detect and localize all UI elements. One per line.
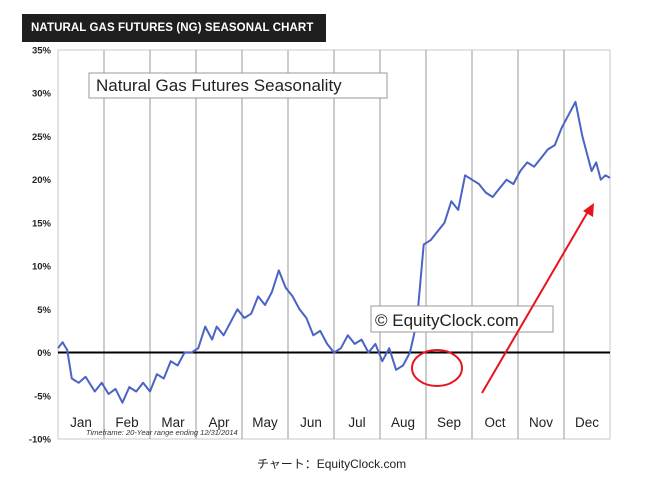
x-tick-label: Sep (437, 415, 461, 430)
seasonality-line (57, 100, 611, 404)
y-tick-label: 0% (37, 348, 51, 359)
x-tick-label: Dec (575, 415, 599, 430)
chart-banner-title: NATURAL GAS FUTURES (NG) SEASONAL CHART (22, 14, 326, 42)
dip-highlight-circle (411, 349, 463, 387)
y-tick-label: 20% (32, 175, 52, 186)
y-axis-ticks: 35% 30% 25% 20% 15% 10% 5% 0% -5% -10% (29, 46, 52, 446)
y-tick-label: -5% (34, 391, 51, 402)
chart-background (22, 42, 620, 447)
y-tick-label: 10% (32, 262, 52, 273)
x-tick-label: Jan (70, 415, 92, 430)
x-tick-label: Jun (300, 415, 322, 430)
watermark-box: © EquityClock.com (370, 305, 554, 333)
y-tick-label: -10% (29, 435, 52, 446)
x-tick-label: Nov (529, 415, 553, 430)
seasonal-chart: 35% 30% 25% 20% 15% 10% 5% 0% -5% -10% Jan Feb Mar A… (22, 42, 620, 447)
y-tick-label: 30% (32, 89, 52, 100)
x-axis-ticks: Jan Feb Mar Apr May Jun Jul Aug Sep Oct Nov Dec (70, 415, 599, 430)
x-tick-label: Mar (161, 415, 185, 430)
uptrend-arrow-head (583, 203, 594, 217)
source-caption: チャート：EquityClock.com (256, 457, 407, 471)
title-box: Natural Gas Futures Seasonality (88, 72, 388, 99)
chart-title: Natural Gas Futures Seasonality (96, 76, 342, 95)
y-tick-label: 5% (37, 305, 51, 316)
uptrend-arrow (481, 203, 594, 394)
x-tick-label: Jul (348, 415, 365, 430)
x-tick-label: Oct (484, 415, 505, 430)
watermark-frame (370, 305, 554, 333)
uptrend-arrow-shaft (481, 207, 591, 394)
y-tick-label: 35% (32, 46, 52, 57)
x-tick-label: Apr (208, 415, 230, 430)
timeframe-note: Timeframe: 20-Year range ending 12/31/20… (86, 428, 238, 437)
x-tick-label: Aug (391, 415, 415, 430)
title-box-frame (88, 72, 388, 99)
watermark-text: © EquityClock.com (375, 311, 519, 330)
grid-lines (103, 50, 565, 439)
y-tick-label: 15% (32, 218, 52, 229)
x-tick-label: May (252, 415, 278, 430)
x-tick-label: Feb (115, 415, 138, 430)
y-tick-label: 25% (32, 132, 52, 143)
